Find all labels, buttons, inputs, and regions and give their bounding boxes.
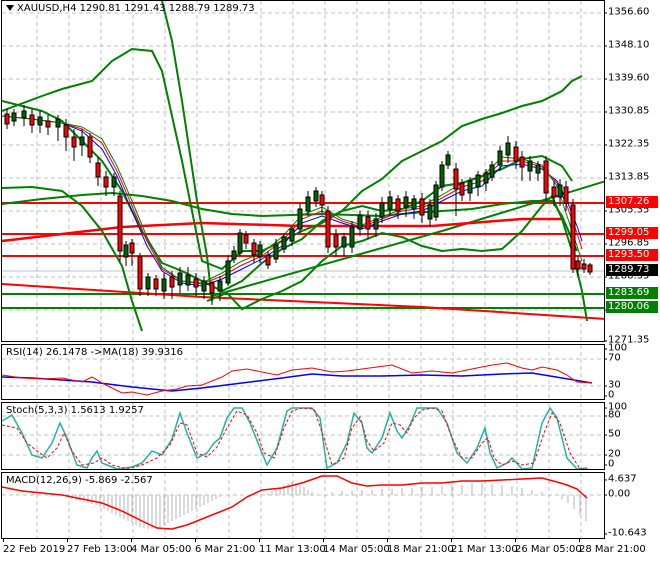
stoch-tick: 80 xyxy=(604,409,621,421)
price-axis: 1356.60 1348.10 1339.60 1330.85 1322.35 … xyxy=(603,0,660,346)
chevron-down-icon[interactable] xyxy=(6,5,14,11)
stochastic-panel[interactable]: Stoch(5,3,3) 1.5613 1.9257 xyxy=(1,402,605,470)
stoch-canvas xyxy=(2,403,604,469)
price-tick: 1322.35 xyxy=(603,138,650,150)
grid xyxy=(2,1,604,341)
macd-canvas xyxy=(2,473,604,538)
macd-tick: -10.643 xyxy=(604,527,647,539)
candles xyxy=(4,105,593,305)
macd-tick: 0.00 xyxy=(603,488,631,500)
time-label: 11 Mar 13:00 xyxy=(259,538,326,555)
price-tick: 1339.60 xyxy=(603,72,650,84)
time-axis: 22 Feb 2019 27 Feb 13:00 4 Mar 05:00 6 M… xyxy=(1,538,646,561)
ohlc-low: 1288.79 xyxy=(168,3,211,14)
macd-title: MACD(12,26,9) -5.869 -2.567 xyxy=(6,475,153,486)
ohlc-close: 1289.73 xyxy=(213,3,255,14)
time-label: 18 Mar 21:00 xyxy=(387,538,454,555)
resistance-tag: 1299.05 xyxy=(606,227,658,239)
stoch-tick: 0 xyxy=(603,458,615,470)
ohlc-high: 1291.43 xyxy=(124,3,166,14)
price-tick: 1271.35 xyxy=(603,334,650,346)
stoch-title: Stoch(5,3,3) 1.5613 1.9257 xyxy=(6,405,144,416)
rsi-tick: 30 xyxy=(604,379,621,391)
ohlc-open: 1290.81 xyxy=(79,3,121,14)
time-label: 28 Mar 21:00 xyxy=(579,538,646,555)
sr-levels xyxy=(2,202,604,309)
price-tick: 1330.85 xyxy=(603,105,650,117)
time-label: 6 Mar 21:00 xyxy=(195,538,256,555)
price-tick: 1296.85 xyxy=(603,237,650,249)
price-tick: 1313.85 xyxy=(603,171,650,183)
price-tick: 1288.35 xyxy=(603,270,650,282)
time-label: 26 Mar 05:00 xyxy=(515,538,582,555)
stoch-tick: 50 xyxy=(604,428,621,440)
rsi-tick: 100 xyxy=(603,342,628,354)
time-label: 27 Feb 13:00 xyxy=(67,538,133,555)
resistance-tag: 1293.50 xyxy=(606,249,658,261)
time-label: 4 Mar 05:00 xyxy=(131,538,192,555)
resistance-tag: 1307.26 xyxy=(606,196,658,208)
macd-panel[interactable]: MACD(12,26,9) -5.869 -2.567 xyxy=(1,472,605,539)
macd-axis: 4.637 0.00 -10.643 xyxy=(603,472,660,539)
stoch-tick: 20 xyxy=(604,448,621,460)
price-tick: 1348.10 xyxy=(603,39,650,51)
symbol-label: XAUUSD,H4 xyxy=(17,3,77,14)
rsi-axis: 100 70 30 0 xyxy=(603,342,660,401)
rsi-canvas xyxy=(2,345,604,399)
time-label: 21 Mar 13:00 xyxy=(451,538,518,555)
rsi-tick: 70 xyxy=(604,352,621,364)
last-price-tag: 1289.73 xyxy=(606,264,658,276)
price-chart-canvas xyxy=(2,1,604,341)
time-label: 14 Mar 05:00 xyxy=(323,538,390,555)
main-price-panel[interactable]: XAUUSD,H4 1290.81 1291.43 1288.79 1289.7… xyxy=(1,0,605,342)
macd-tick: 4.637 xyxy=(604,473,637,485)
price-tick: 1356.60 xyxy=(603,6,650,18)
rsi-panel[interactable]: RSI(14) 26.1478 ->MA(18) 39.9316 xyxy=(1,344,605,400)
stoch-axis: 100 80 50 20 0 xyxy=(603,401,660,470)
symbol-header: XAUUSD,H4 1290.81 1291.43 1288.79 1289.7… xyxy=(6,3,255,14)
support-tag: 1283.69 xyxy=(606,287,658,299)
rsi-tick: 0 xyxy=(603,389,615,401)
rsi-title: RSI(14) 26.1478 ->MA(18) 39.9316 xyxy=(6,347,183,358)
time-label: 22 Feb 2019 xyxy=(3,538,66,555)
support-tag: 1280.06 xyxy=(606,301,658,313)
stoch-tick: 100 xyxy=(603,401,628,413)
price-tick: 1305.35 xyxy=(603,204,650,216)
